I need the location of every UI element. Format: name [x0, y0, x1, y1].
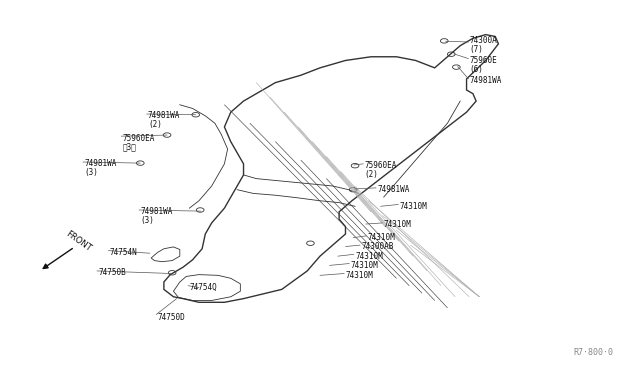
Text: (6): (6)	[470, 65, 484, 74]
Text: 75960EA: 75960EA	[365, 161, 397, 170]
Text: 74750D: 74750D	[157, 312, 185, 321]
Text: 74981WA: 74981WA	[470, 76, 502, 84]
Text: 74981WA: 74981WA	[140, 207, 173, 217]
Text: R7·800·0: R7·800·0	[573, 348, 613, 357]
Text: 74310M: 74310M	[346, 271, 373, 280]
Text: 74750B: 74750B	[99, 268, 126, 277]
Text: 74981WA: 74981WA	[148, 111, 180, 121]
Text: (7): (7)	[470, 45, 484, 54]
Text: (2): (2)	[148, 120, 162, 129]
Text: 74981WA: 74981WA	[84, 159, 116, 169]
Text: (2): (2)	[365, 170, 378, 179]
Text: 74300A: 74300A	[470, 36, 497, 45]
Text: 74310M: 74310M	[399, 202, 428, 211]
Text: 75960E: 75960E	[470, 56, 497, 65]
Text: (3): (3)	[140, 216, 154, 225]
Text: FRONT: FRONT	[63, 230, 92, 253]
Text: 74310M: 74310M	[368, 233, 396, 242]
Text: 75960EA: 75960EA	[122, 134, 155, 142]
Text: (3): (3)	[84, 168, 98, 177]
Text: 74310M: 74310M	[355, 251, 383, 261]
Text: 74754N: 74754N	[109, 248, 138, 257]
Text: 74754Q: 74754Q	[189, 283, 217, 292]
Text: （3）: （3）	[122, 142, 136, 151]
Text: 74300AB: 74300AB	[362, 243, 394, 251]
Text: 74310M: 74310M	[351, 261, 378, 270]
Text: 74981WA: 74981WA	[378, 185, 410, 194]
Text: 74310M: 74310M	[384, 220, 412, 229]
